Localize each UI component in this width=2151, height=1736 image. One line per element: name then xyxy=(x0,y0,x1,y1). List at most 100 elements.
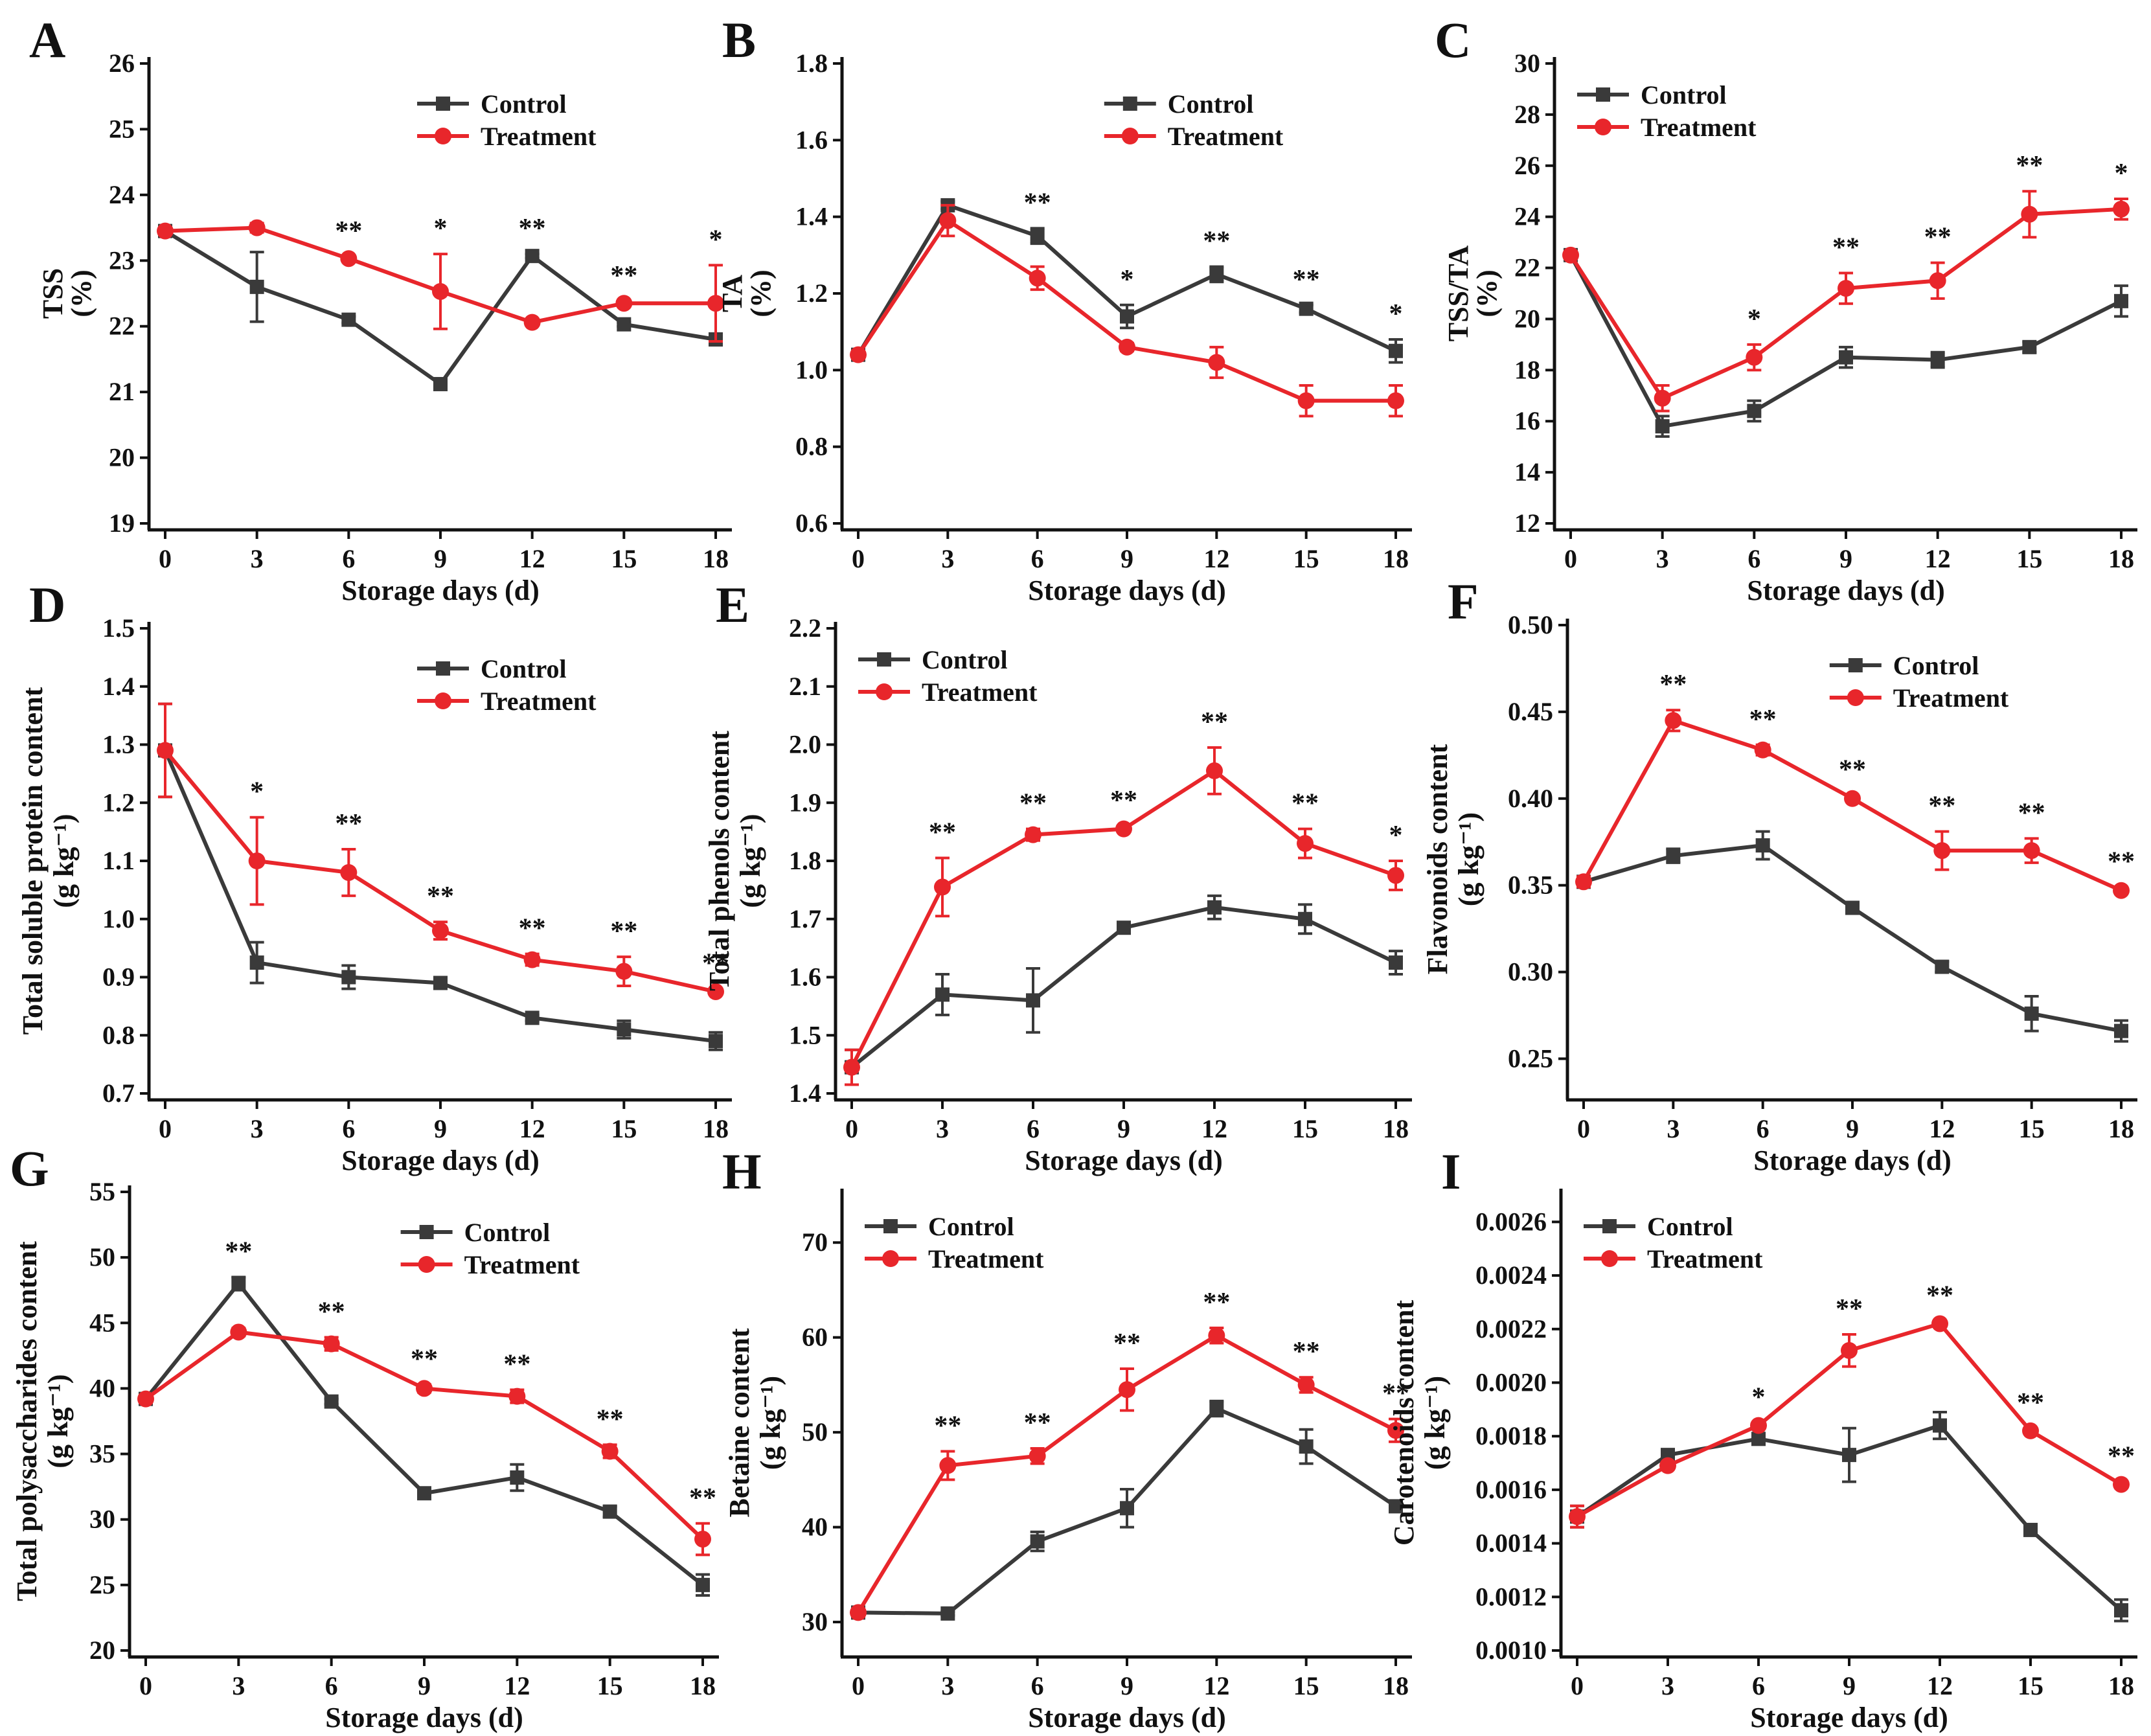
treatment-point xyxy=(1206,762,1223,779)
control-point xyxy=(2114,1603,2128,1617)
significance-marker: ** xyxy=(1019,789,1047,819)
legend-control-label: Control xyxy=(481,654,567,683)
legend-control-marker xyxy=(1122,97,1137,111)
control-point xyxy=(1299,1439,1314,1454)
control-point xyxy=(1299,301,1314,316)
significance-marker: ** xyxy=(1293,265,1320,295)
y-tick-label: 0.0014 xyxy=(1475,1529,1547,1558)
y-tick-label: 1.2 xyxy=(102,788,135,817)
treatment-point xyxy=(137,1390,154,1408)
y-tick-label: 1.5 xyxy=(789,1020,821,1049)
y-tick-label: 1.6 xyxy=(789,963,821,992)
y-tick-label: 30 xyxy=(802,1607,828,1636)
control-point xyxy=(1030,1534,1045,1549)
y-tick-label: 20 xyxy=(109,443,135,472)
x-tick-label: 12 xyxy=(519,1114,545,1143)
x-tick-label: 3 xyxy=(941,544,954,573)
x-tick-label: 9 xyxy=(1839,544,1852,573)
significance-marker: ** xyxy=(1024,1408,1051,1438)
treatment-point xyxy=(432,282,449,300)
significance-marker: ** xyxy=(1293,1337,1320,1367)
y-tick-label: 0.8 xyxy=(795,432,828,461)
control-point xyxy=(1842,1448,1856,1463)
significance-marker: ** xyxy=(1836,1294,1863,1324)
treatment-point xyxy=(694,1531,711,1548)
significance-marker: ** xyxy=(1839,755,1866,784)
legend-treatment-marker xyxy=(882,1250,899,1267)
x-tick-label: 18 xyxy=(703,544,729,573)
x-axis-title: Storage days (d) xyxy=(1028,1702,1226,1733)
x-tick-label: 12 xyxy=(1927,1671,1953,1700)
legend-treatment-label: Treatment xyxy=(922,678,1038,707)
y-tick-label: 40 xyxy=(89,1373,115,1402)
x-axis-title: Storage days (d) xyxy=(1028,575,1226,606)
control-point xyxy=(433,976,448,990)
legend-control-label: Control xyxy=(481,89,567,119)
y-tick-label: 19 xyxy=(109,508,135,538)
x-axis-title: Storage days (d) xyxy=(1025,1145,1223,1176)
legend: Control Treatment xyxy=(858,645,1038,707)
y-tick-label: 28 xyxy=(1514,100,1540,129)
treatment-point xyxy=(230,1323,247,1341)
y-tick-label: 1.1 xyxy=(102,846,135,875)
control-point xyxy=(1666,849,1681,863)
y-tick-label: 22 xyxy=(109,312,135,341)
treatment-point xyxy=(1297,835,1314,852)
treatment-point xyxy=(508,1388,526,1405)
treatment-point xyxy=(850,346,867,363)
y-tick-label: 25 xyxy=(89,1570,115,1599)
y-tick-label: 18 xyxy=(1514,355,1540,384)
y-axis-unit: (g kg⁻¹) xyxy=(1419,1376,1451,1470)
significance-marker: ** xyxy=(2017,1388,2044,1418)
y-tick-label: 1.7 xyxy=(789,904,821,933)
y-tick-label: 35 xyxy=(89,1439,115,1468)
panel-letter: G xyxy=(10,1140,49,1196)
control-point xyxy=(709,1034,723,1049)
control-point xyxy=(1026,993,1040,1008)
x-tick-label: 15 xyxy=(2018,1671,2043,1700)
y-tick-label: 0.6 xyxy=(795,508,828,538)
y-tick-label: 0.30 xyxy=(1508,957,1553,987)
x-tick-label: 9 xyxy=(1121,544,1133,573)
treatment-point xyxy=(157,222,174,240)
legend-control-label: Control xyxy=(928,1212,1014,1241)
x-tick-label: 9 xyxy=(434,1114,447,1143)
significance-marker: ** xyxy=(519,914,546,944)
legend-control-label: Control xyxy=(464,1218,551,1247)
significance-marker: ** xyxy=(1926,1281,1953,1310)
x-tick-label: 6 xyxy=(1747,544,1760,573)
y-tick-label: 1.4 xyxy=(789,1079,821,1108)
treatment-point xyxy=(248,852,266,869)
y-axis-title: TA xyxy=(716,275,748,312)
control-point xyxy=(249,279,264,294)
y-tick-label: 0.0024 xyxy=(1475,1261,1547,1290)
y-axis-unit: (%) xyxy=(1471,269,1503,317)
treatment-point xyxy=(248,219,266,236)
treatment-point xyxy=(1562,246,1579,264)
panel-letter: F xyxy=(1448,573,1479,630)
x-tick-label: 15 xyxy=(597,1671,623,1700)
x-tick-label: 9 xyxy=(1117,1114,1130,1143)
legend-treatment-label: Treatment xyxy=(481,687,597,716)
y-axis-title: Total polysaccharides content xyxy=(11,1241,43,1601)
significance-marker: ** xyxy=(2108,847,2135,876)
x-tick-label: 0 xyxy=(159,1114,172,1143)
y-axis-title: TSS/TA xyxy=(1442,246,1474,342)
treatment-point xyxy=(707,983,724,1000)
panel-e: E 1.4 1.5 1.6 1.7 1.8 1.9 2.0 2.1 2.2 0 3 6 9 12 15 18 St… xyxy=(703,577,1412,1176)
significance-marker: * xyxy=(709,225,723,255)
control-point xyxy=(935,987,950,1002)
significance-marker: ** xyxy=(1203,1288,1230,1318)
y-tick-label: 1.4 xyxy=(795,202,828,231)
legend-treatment-label: Treatment xyxy=(928,1244,1044,1273)
y-tick-label: 24 xyxy=(1514,202,1540,231)
significance-marker: * xyxy=(1389,299,1403,329)
y-tick-label: 26 xyxy=(109,49,135,78)
control-point xyxy=(525,1011,540,1025)
treatment-point xyxy=(2023,842,2040,860)
control-point xyxy=(1207,900,1222,915)
y-tick-label: 0.0012 xyxy=(1475,1582,1547,1611)
legend-treatment-marker xyxy=(1121,128,1139,144)
legend-control-label: Control xyxy=(1168,89,1254,119)
legend-treatment-marker xyxy=(418,1256,435,1273)
